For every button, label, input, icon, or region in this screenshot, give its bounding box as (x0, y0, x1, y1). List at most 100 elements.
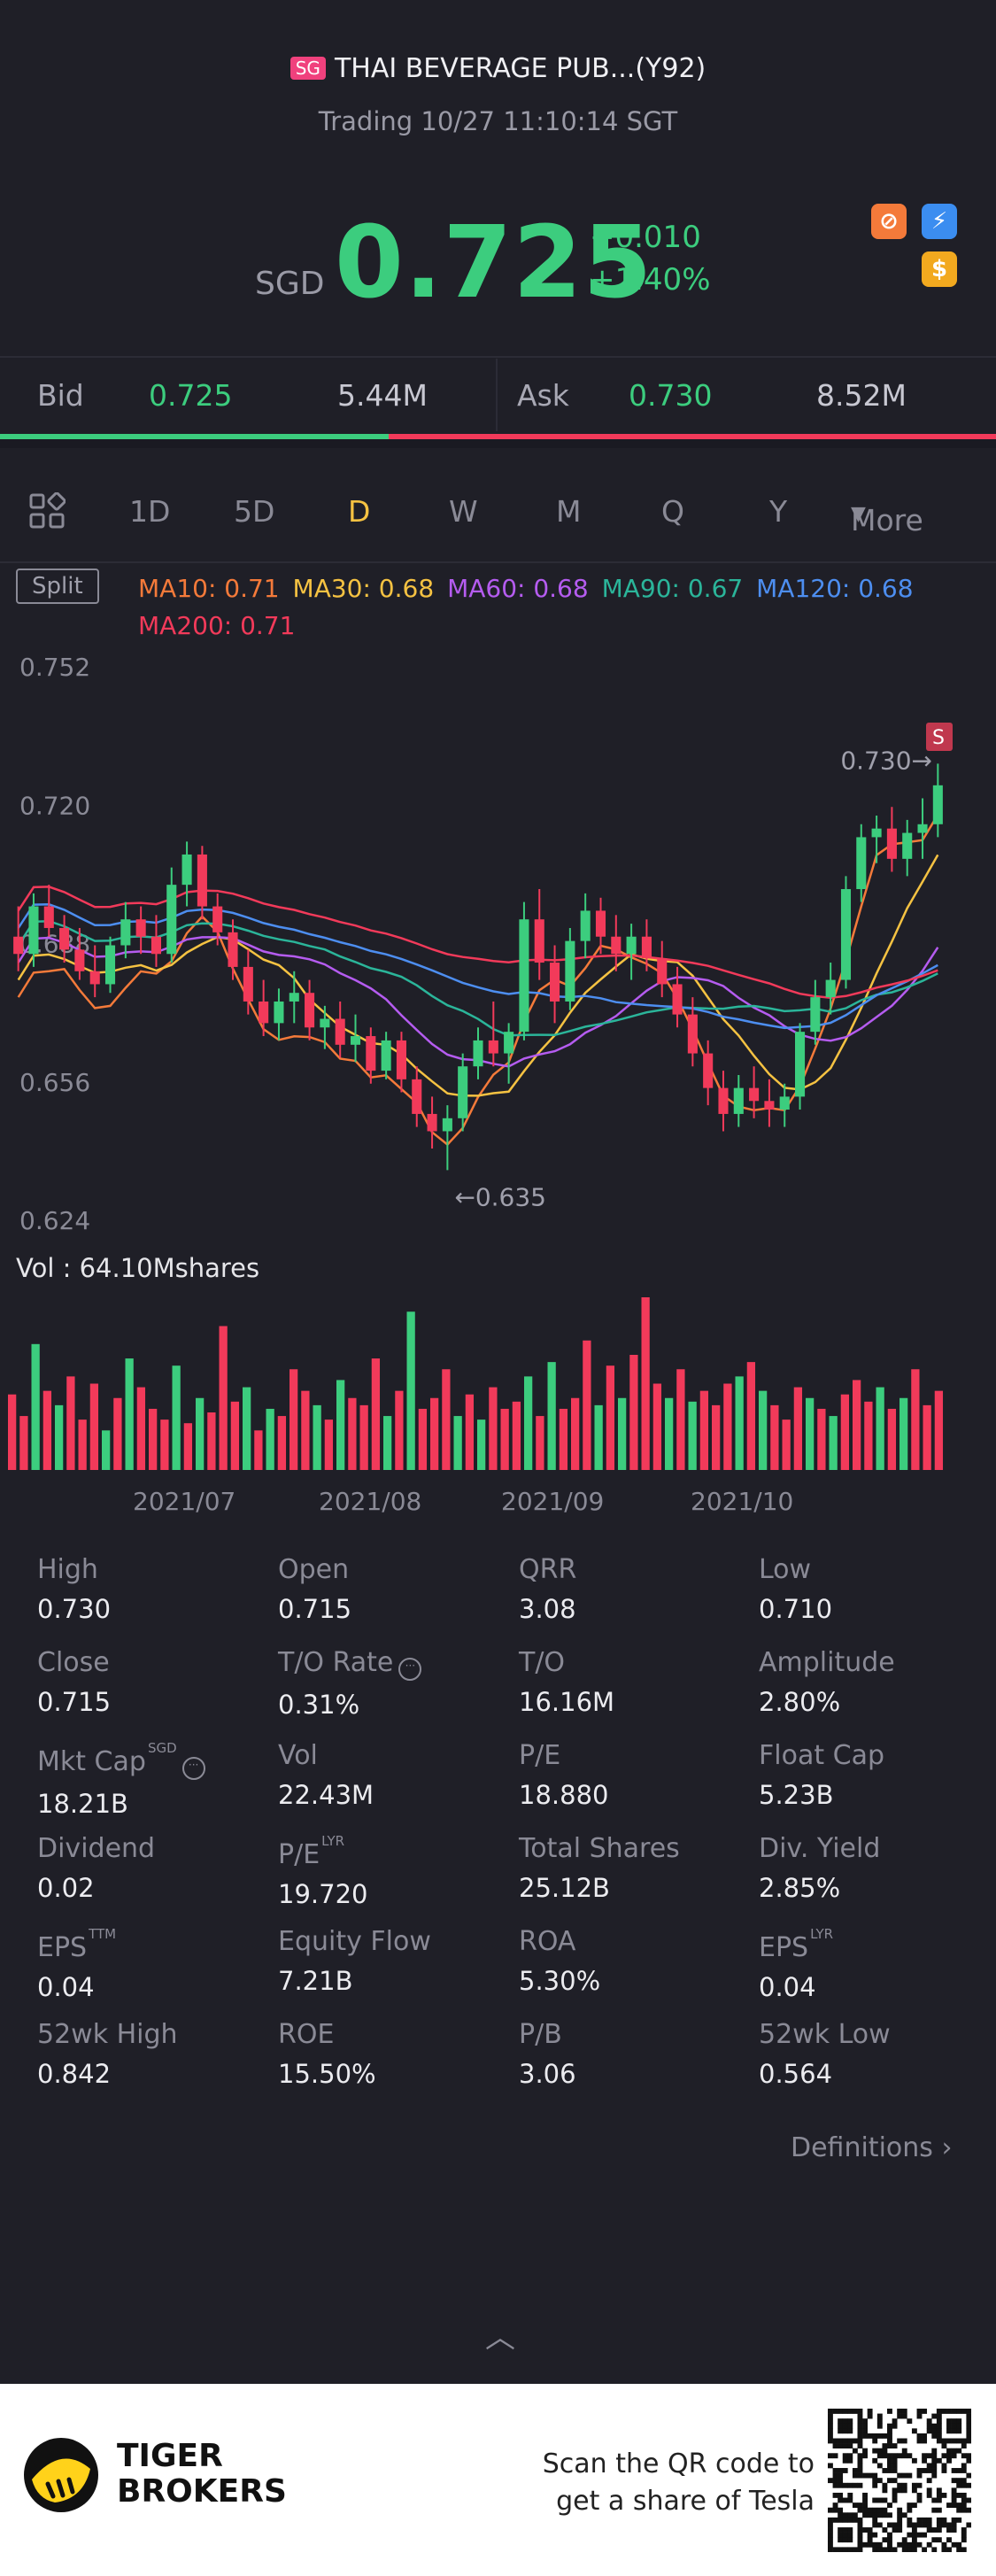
qr-module (857, 2547, 863, 2552)
lightning-icon[interactable]: ⚡ (922, 204, 957, 239)
qr-module (838, 2547, 844, 2552)
qr-module (941, 2517, 947, 2523)
bid-ask-divider (496, 359, 498, 431)
volume-bar (301, 1390, 310, 1470)
qr-module (931, 2413, 938, 2419)
high-marker: 0.730→ (840, 746, 932, 775)
stat-value: 18.880 (519, 1780, 609, 1810)
more-dots-icon[interactable]: ··· (398, 1658, 422, 1681)
stat-value: 3.08 (519, 1594, 576, 1624)
qr-module (857, 2541, 863, 2548)
price-change: +0.010 +1.40% (590, 216, 711, 301)
stat-label: Close (37, 1647, 110, 1678)
volume-bar (806, 1397, 815, 1470)
qr-module (926, 2522, 932, 2528)
qr-module (916, 2541, 923, 2548)
qr-module (892, 2423, 898, 2429)
candle-body (43, 906, 54, 928)
volume-bar (688, 1401, 697, 1470)
more-dots-icon[interactable]: ··· (181, 1757, 205, 1780)
qr-module (862, 2507, 868, 2513)
qr-module (867, 2413, 873, 2419)
stat-item: P/E LYR 19.720 (278, 1833, 499, 1909)
qr-module (951, 2522, 957, 2528)
qr-module (897, 2541, 903, 2548)
volume-bar (899, 1397, 908, 1470)
volume-label: Vol : 64.10Mshares (16, 1253, 259, 1283)
qr-module (956, 2468, 962, 2473)
stat-item: Dividend 0.02 (37, 1833, 259, 1903)
qr-module (857, 2463, 863, 2469)
qr-module (838, 2468, 844, 2473)
qr-module (876, 2423, 883, 2429)
candle-body (74, 949, 85, 971)
volume-bar (477, 1420, 486, 1470)
bid-volume: 5.44M (337, 378, 428, 413)
qr-module (931, 2463, 938, 2469)
tab-y[interactable]: Y (769, 494, 788, 529)
caret-down-icon: ▼ (851, 503, 866, 525)
stat-label: Low (759, 1554, 812, 1585)
qr-module (926, 2492, 932, 2498)
candle-body (28, 906, 39, 955)
stat-value: 25.12B (519, 1873, 610, 1903)
qr-module (847, 2512, 853, 2518)
qr-module (857, 2457, 863, 2464)
qr-module (951, 2423, 957, 2429)
qr-module (901, 2537, 907, 2543)
candle-body (104, 945, 116, 985)
qr-module (951, 2503, 957, 2509)
stock-name: THAI BEVERAGE PUB...(Y92) (334, 53, 706, 84)
no-entry-icon[interactable]: ⊘ (871, 204, 907, 239)
qr-module (857, 2503, 863, 2509)
qr-module (842, 2547, 848, 2552)
split-button[interactable]: Split (16, 569, 99, 604)
stat-item: EPS TTM 0.04 (37, 1926, 259, 2002)
qr-module (867, 2527, 873, 2533)
change-percent: +1.40% (590, 262, 711, 298)
qr-module (872, 2547, 878, 2552)
qr-module (842, 2443, 848, 2448)
qr-module (887, 2463, 892, 2469)
qr-module (897, 2482, 903, 2488)
qr-module (887, 2478, 892, 2484)
qr-module (852, 2409, 858, 2414)
price-chart[interactable]: 0.7520.7200.6880.6560.6240.730→←0.635SVo… (0, 638, 996, 1523)
qr-module (842, 2457, 848, 2464)
chevron-up-icon[interactable]: ︿ (485, 2320, 515, 2356)
grid-icon[interactable] (28, 491, 66, 537)
candle-body (932, 785, 943, 824)
qr-module (901, 2409, 907, 2414)
qr-module (876, 2512, 883, 2518)
qr-module (936, 2418, 942, 2425)
qr-module (872, 2507, 878, 2513)
volume-bar (759, 1390, 768, 1470)
volume-bar (606, 1365, 615, 1470)
qr-module (897, 2512, 903, 2518)
tab-w[interactable]: W (449, 494, 478, 529)
qr-code[interactable] (828, 2409, 971, 2552)
candle-body (135, 919, 146, 937)
definitions-link[interactable]: Definitions › (791, 2132, 952, 2163)
candle-body (305, 993, 315, 1028)
qr-module (926, 2428, 932, 2434)
tab-5d[interactable]: 5D (234, 494, 275, 529)
dollar-icon[interactable]: $ (922, 251, 957, 287)
stat-label: Div. Yield (759, 1833, 881, 1864)
volume-bar (571, 1397, 580, 1470)
qr-module (857, 2517, 863, 2523)
stat-value: 7.21B (278, 1966, 353, 1996)
candle-body (810, 997, 821, 1033)
qr-module (887, 2503, 892, 2509)
candle-body (473, 1040, 483, 1067)
tab-d[interactable]: D (348, 494, 371, 529)
tab-1d[interactable]: 1D (129, 494, 171, 529)
volume-bar (183, 1423, 193, 1470)
qr-module (936, 2433, 942, 2439)
volume-bar (665, 1397, 674, 1470)
tab-q[interactable]: Q (661, 494, 684, 529)
qr-module (897, 2409, 903, 2414)
qr-module (931, 2537, 938, 2543)
qr-module (872, 2541, 878, 2548)
tab-m[interactable]: M (556, 494, 582, 529)
